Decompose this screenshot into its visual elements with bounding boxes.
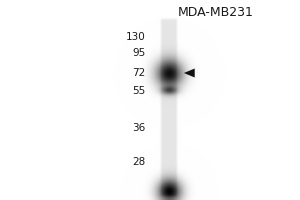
- Text: MDA-MB231: MDA-MB231: [178, 6, 254, 19]
- Polygon shape: [184, 68, 195, 77]
- Text: 36: 36: [132, 123, 146, 133]
- Text: 130: 130: [126, 32, 146, 42]
- Text: 95: 95: [132, 48, 146, 58]
- Text: 28: 28: [132, 157, 146, 167]
- Text: 72: 72: [132, 68, 146, 78]
- Text: 55: 55: [132, 86, 146, 96]
